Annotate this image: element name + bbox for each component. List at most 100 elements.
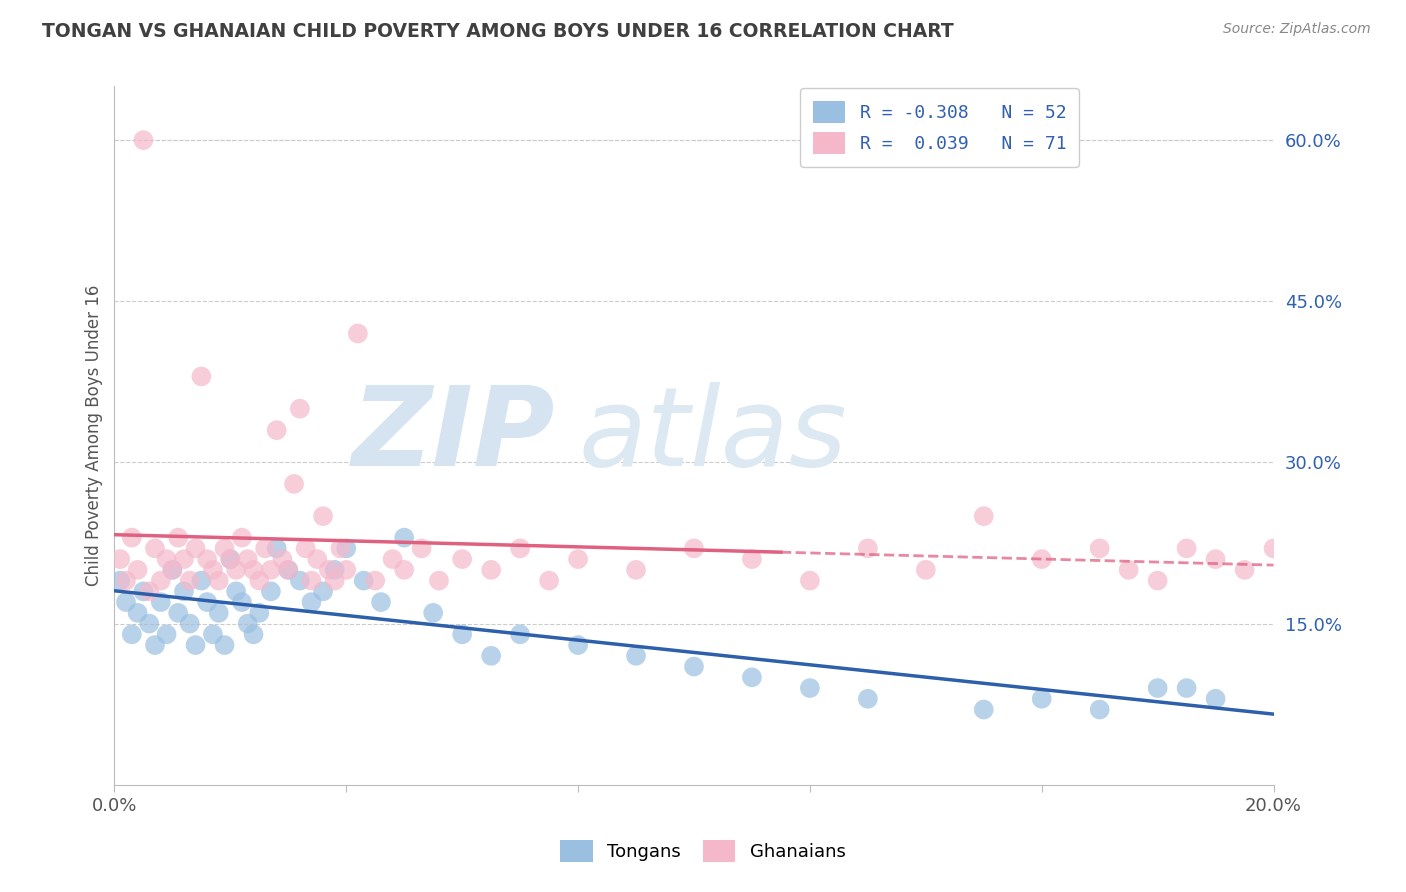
Point xyxy=(132,584,155,599)
Point xyxy=(288,401,311,416)
Point xyxy=(973,509,995,524)
Point xyxy=(973,702,995,716)
Point xyxy=(184,541,207,556)
Point xyxy=(329,541,352,556)
Point xyxy=(143,638,166,652)
Point xyxy=(115,595,138,609)
Point xyxy=(451,627,474,641)
Point xyxy=(155,627,177,641)
Point xyxy=(121,627,143,641)
Point xyxy=(451,552,474,566)
Point xyxy=(567,638,589,652)
Point xyxy=(121,531,143,545)
Point xyxy=(624,563,647,577)
Point xyxy=(799,574,821,588)
Point xyxy=(108,552,131,566)
Point xyxy=(138,616,160,631)
Point xyxy=(236,616,259,631)
Point xyxy=(184,638,207,652)
Point xyxy=(323,574,346,588)
Point xyxy=(179,616,201,631)
Point xyxy=(219,552,242,566)
Point xyxy=(214,541,236,556)
Point xyxy=(318,563,340,577)
Point xyxy=(266,541,288,556)
Point xyxy=(277,563,299,577)
Y-axis label: Child Poverty Among Boys Under 16: Child Poverty Among Boys Under 16 xyxy=(86,285,103,586)
Point xyxy=(381,552,404,566)
Point xyxy=(509,541,531,556)
Point xyxy=(260,563,283,577)
Point xyxy=(266,423,288,437)
Point xyxy=(1205,691,1227,706)
Point xyxy=(422,606,444,620)
Point xyxy=(208,574,231,588)
Point xyxy=(1088,702,1111,716)
Point xyxy=(283,476,305,491)
Point xyxy=(364,574,387,588)
Point xyxy=(1088,541,1111,556)
Point xyxy=(323,563,346,577)
Point xyxy=(115,574,138,588)
Point xyxy=(288,574,311,588)
Point xyxy=(179,574,201,588)
Text: atlas: atlas xyxy=(578,382,846,489)
Point xyxy=(1118,563,1140,577)
Point xyxy=(214,638,236,652)
Point xyxy=(347,326,370,341)
Point xyxy=(271,552,294,566)
Point xyxy=(260,584,283,599)
Point xyxy=(155,552,177,566)
Point xyxy=(1320,552,1343,566)
Point xyxy=(173,552,195,566)
Point xyxy=(138,584,160,599)
Legend: Tongans, Ghanaians: Tongans, Ghanaians xyxy=(553,833,853,870)
Point xyxy=(173,584,195,599)
Point xyxy=(231,531,253,545)
Point xyxy=(247,606,270,620)
Point xyxy=(167,531,190,545)
Point xyxy=(242,627,264,641)
Point xyxy=(167,606,190,620)
Point xyxy=(201,627,224,641)
Point xyxy=(567,552,589,566)
Point xyxy=(190,369,212,384)
Point xyxy=(247,574,270,588)
Point xyxy=(799,681,821,695)
Point xyxy=(370,595,392,609)
Point xyxy=(741,552,763,566)
Point xyxy=(1350,563,1372,577)
Point xyxy=(856,541,879,556)
Point xyxy=(683,541,706,556)
Point xyxy=(1233,563,1256,577)
Point xyxy=(277,563,299,577)
Point xyxy=(411,541,433,556)
Point xyxy=(219,552,242,566)
Point xyxy=(301,595,323,609)
Point xyxy=(208,606,231,620)
Point xyxy=(236,552,259,566)
Point xyxy=(1291,574,1313,588)
Point xyxy=(392,531,415,545)
Point xyxy=(335,541,357,556)
Point xyxy=(1205,552,1227,566)
Point xyxy=(307,552,329,566)
Point xyxy=(335,563,357,577)
Point xyxy=(312,584,335,599)
Point xyxy=(201,563,224,577)
Point xyxy=(127,563,149,577)
Point xyxy=(190,574,212,588)
Point xyxy=(231,595,253,609)
Point xyxy=(353,574,375,588)
Point xyxy=(1175,681,1198,695)
Text: Source: ZipAtlas.com: Source: ZipAtlas.com xyxy=(1223,22,1371,37)
Text: ZIP: ZIP xyxy=(352,382,555,489)
Point xyxy=(538,574,561,588)
Point xyxy=(195,595,218,609)
Point xyxy=(479,648,502,663)
Point xyxy=(195,552,218,566)
Point xyxy=(1263,541,1285,556)
Point xyxy=(741,670,763,684)
Point xyxy=(914,563,936,577)
Point xyxy=(1146,681,1168,695)
